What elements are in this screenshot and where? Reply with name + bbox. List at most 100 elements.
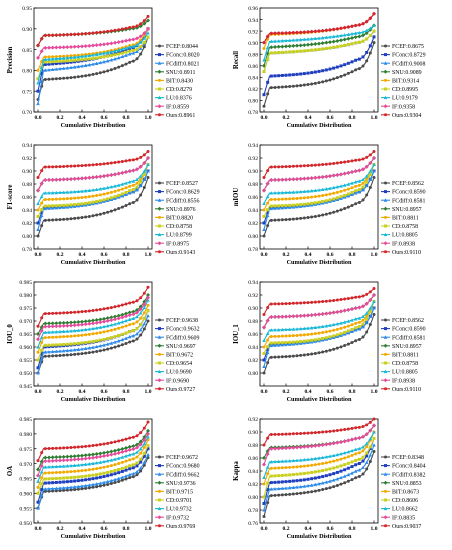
legend-entry: CD:0.8995 bbox=[392, 87, 418, 93]
series-point bbox=[302, 491, 306, 495]
series-point bbox=[343, 207, 347, 211]
series-point bbox=[135, 327, 139, 331]
x-tick-label: 1.0 bbox=[371, 115, 378, 121]
series-point bbox=[73, 334, 77, 338]
legend-entry: SNU:0.8853 bbox=[392, 481, 422, 487]
series-point bbox=[39, 493, 44, 497]
series-point bbox=[342, 195, 347, 199]
series-point bbox=[346, 187, 350, 191]
series-point bbox=[280, 206, 285, 210]
series-point bbox=[127, 45, 132, 49]
legend-marker bbox=[157, 472, 162, 476]
series-point bbox=[342, 37, 347, 42]
series-point bbox=[277, 51, 281, 55]
series-point bbox=[62, 446, 66, 450]
x-tick-label: 0.8 bbox=[349, 389, 356, 395]
series-point bbox=[368, 306, 373, 310]
series-point bbox=[280, 190, 285, 195]
series-point bbox=[117, 207, 121, 211]
series-point bbox=[361, 185, 365, 189]
series-point bbox=[298, 458, 303, 462]
series-point bbox=[95, 194, 99, 198]
series-point bbox=[346, 427, 350, 431]
series-point bbox=[365, 445, 369, 449]
series-point bbox=[50, 455, 55, 460]
legend-entry: BIT:0.8673 bbox=[392, 490, 419, 496]
series-point bbox=[357, 305, 362, 310]
series-point bbox=[372, 423, 376, 428]
series-point bbox=[131, 444, 136, 449]
series-point bbox=[98, 199, 102, 203]
series-point bbox=[58, 486, 62, 490]
series-point bbox=[117, 471, 121, 475]
series-point bbox=[361, 39, 365, 43]
x-tick-label: 0.6 bbox=[327, 252, 334, 258]
series-point bbox=[335, 327, 339, 331]
legend-entry: FCEF:0.8527 bbox=[166, 181, 198, 187]
series-point bbox=[80, 64, 84, 68]
series-point bbox=[350, 203, 354, 207]
series-point bbox=[295, 432, 299, 436]
y-tick-label: 0.94 bbox=[248, 143, 258, 149]
series-point bbox=[51, 311, 55, 315]
series-7 bbox=[36, 295, 150, 342]
series-point bbox=[302, 471, 306, 475]
series-point bbox=[61, 177, 66, 182]
series-point bbox=[306, 71, 310, 75]
series-point bbox=[65, 66, 70, 70]
series-point bbox=[124, 324, 128, 328]
series-point bbox=[357, 23, 361, 27]
legend-marker bbox=[384, 113, 387, 117]
series-point bbox=[262, 364, 266, 368]
series-point bbox=[58, 56, 62, 60]
series-point bbox=[142, 445, 146, 449]
series-point bbox=[324, 187, 329, 191]
series-point bbox=[273, 459, 277, 464]
series-point bbox=[84, 333, 88, 337]
series-point bbox=[342, 439, 347, 444]
series-2 bbox=[262, 443, 376, 512]
series-point bbox=[146, 150, 150, 153]
series-point bbox=[117, 467, 121, 471]
series-point bbox=[102, 307, 106, 311]
legend-marker bbox=[157, 104, 162, 109]
series-point bbox=[124, 46, 128, 50]
series-point bbox=[328, 460, 332, 464]
series-point bbox=[105, 479, 110, 484]
legend-entry: FConc:0.8729 bbox=[392, 53, 426, 59]
panel-recall: 0.780.800.820.840.860.880.900.920.940.96… bbox=[233, 6, 426, 129]
series-point bbox=[142, 153, 146, 157]
series-point bbox=[69, 457, 73, 462]
series-point bbox=[131, 329, 135, 333]
series-point bbox=[138, 46, 143, 50]
series-point bbox=[280, 314, 285, 319]
series-point bbox=[324, 324, 329, 328]
legend-entry: FCdiff:0.8581 bbox=[392, 334, 425, 341]
series-point bbox=[284, 327, 288, 332]
series-point bbox=[65, 217, 69, 221]
series-point bbox=[313, 48, 317, 52]
series-point bbox=[91, 345, 95, 349]
legend-marker bbox=[383, 343, 388, 348]
series-point bbox=[109, 196, 113, 200]
series-point bbox=[84, 32, 88, 36]
series-7 bbox=[262, 11, 376, 45]
series-point bbox=[106, 482, 110, 486]
series-point bbox=[109, 306, 113, 310]
legend-entry: Ours:0.9769 bbox=[166, 524, 195, 530]
series-point bbox=[80, 203, 84, 207]
series-point bbox=[310, 195, 314, 199]
series-point bbox=[346, 472, 351, 477]
series-point bbox=[309, 483, 314, 487]
series-point bbox=[284, 302, 288, 306]
y-tick-label: 0.88 bbox=[248, 182, 258, 188]
y-tick-label: 0.80 bbox=[248, 99, 258, 105]
series-point bbox=[328, 198, 332, 202]
x-axis-label: Cumulative Distribution bbox=[287, 122, 352, 129]
series-point bbox=[313, 325, 318, 329]
series-point bbox=[288, 203, 292, 207]
series-point bbox=[328, 40, 332, 45]
series-point bbox=[69, 320, 73, 325]
series-point bbox=[47, 324, 51, 329]
y-tick-label: 0.965 bbox=[19, 332, 32, 338]
